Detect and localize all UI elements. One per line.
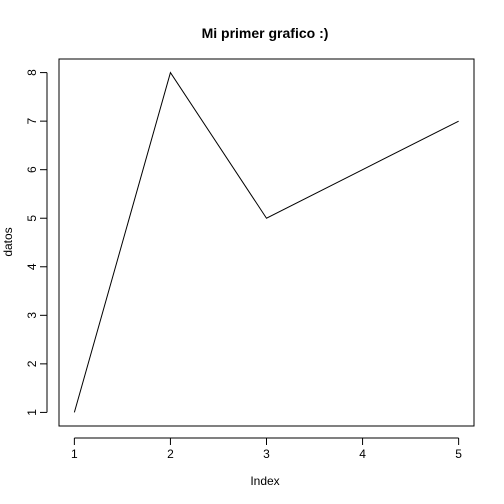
y-tick-label: 7: [25, 117, 39, 124]
chart-title: Mi primer grafico :): [202, 25, 329, 41]
x-tick-label: 2: [167, 447, 174, 461]
series-layer: [73, 71, 459, 413]
x-axis-label: Index: [250, 474, 279, 488]
x-tick-label: 3: [263, 447, 270, 461]
x-tick-label: 1: [71, 447, 78, 461]
y-tick-label: 8: [25, 69, 39, 76]
y-tick-label: 1: [25, 409, 39, 416]
x-axis: 1 2 3 4 5: [71, 437, 462, 461]
y-axis: 1 2 3 4 5 6 7 8: [25, 69, 48, 416]
y-tick-label: 5: [25, 215, 39, 222]
y-tick-label: 6: [25, 166, 39, 173]
y-tick-label: 2: [25, 360, 39, 367]
y-axis-label: datos: [1, 227, 15, 256]
data-line: [73, 71, 459, 413]
plot-frame: [58, 58, 475, 427]
y-tick-label: 4: [25, 263, 39, 270]
y-tick-label: 3: [25, 312, 39, 319]
x-tick-label: 5: [455, 447, 462, 461]
x-tick-label: 4: [359, 447, 366, 461]
